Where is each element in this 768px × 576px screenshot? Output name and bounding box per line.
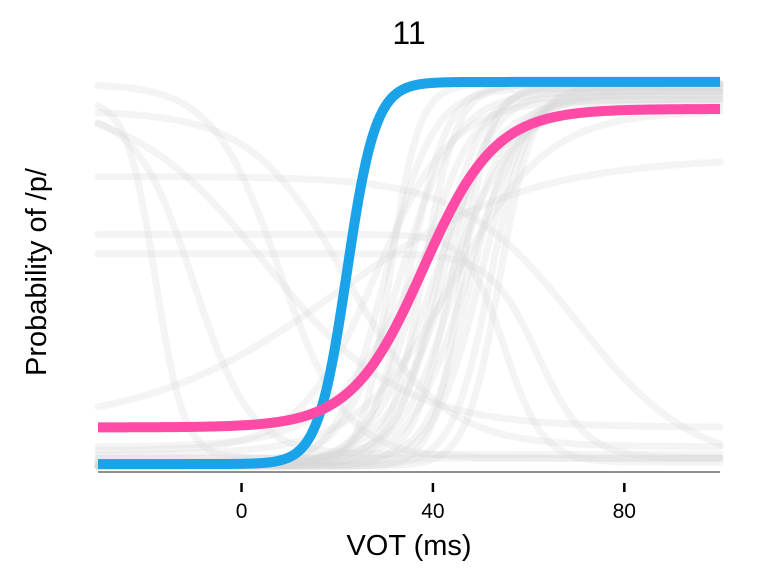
background-curve-24 xyxy=(94,109,724,451)
background-curve-22 xyxy=(94,119,724,458)
x-axis-label: VOT (ms) xyxy=(346,530,471,562)
background-curve-21 xyxy=(94,102,724,462)
x-axis-ticks: 0 40 80 xyxy=(236,483,636,523)
series-line-1 xyxy=(95,104,723,433)
plot-area xyxy=(94,76,724,470)
x-tick-label-1: 40 xyxy=(421,500,444,523)
chart-title: 11 xyxy=(392,15,425,51)
background-curve-29 xyxy=(94,173,724,448)
background-curve-18 xyxy=(94,108,724,458)
background-curve-10 xyxy=(94,91,724,462)
background-curve-25 xyxy=(94,230,724,466)
highlight-curves xyxy=(95,76,723,470)
background-curve-23 xyxy=(94,82,724,462)
series-line-0 xyxy=(95,76,723,470)
background-curve-26 xyxy=(94,250,724,462)
background-curve-28 xyxy=(94,158,724,411)
x-tick-label-2: 80 xyxy=(613,500,636,523)
background-curve-27 xyxy=(94,120,724,431)
y-axis-label: Probability of /p/ xyxy=(21,167,53,376)
x-tick-label-0: 0 xyxy=(236,500,248,523)
background-curve-19 xyxy=(94,95,724,454)
